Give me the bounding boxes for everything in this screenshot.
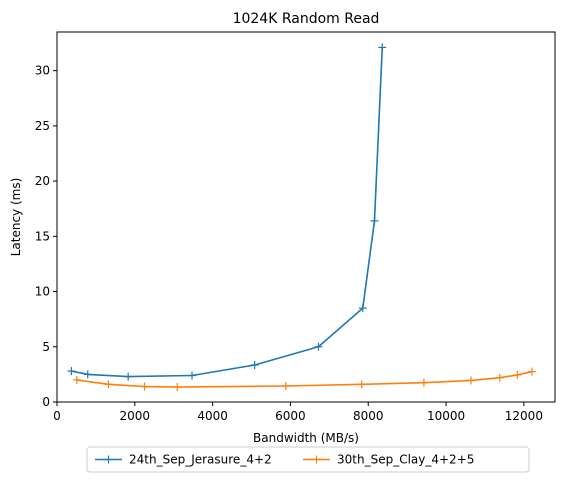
data-point — [250, 361, 259, 369]
y-axis-ticks: 0 5 10 15 20 25 30 — [35, 64, 57, 409]
y-tick-label: 25 — [35, 119, 50, 133]
y-tick-label: 20 — [35, 174, 50, 188]
x-axis-ticks: 0 2000 4000 6000 8000 10000 12000 — [53, 402, 543, 423]
data-point — [513, 370, 522, 379]
legend-label: 30th_Sep_Clay_4+2+5 — [337, 453, 474, 467]
legend-label: 24th_Sep_Jerasure_4+2 — [129, 453, 272, 467]
data-point — [358, 304, 367, 313]
series-1 — [67, 43, 387, 381]
series-line — [71, 47, 384, 378]
data-point — [72, 375, 81, 384]
data-point — [419, 378, 428, 387]
data-point — [466, 376, 475, 385]
data-point — [370, 216, 379, 225]
y-tick-label: 0 — [42, 395, 50, 409]
data-point — [173, 383, 182, 392]
data-point — [281, 381, 290, 390]
y-tick-label: 15 — [35, 229, 50, 243]
legend-marker — [104, 455, 113, 464]
y-axis-title: Latency (ms) — [9, 178, 23, 257]
x-tick-label: 10000 — [427, 409, 465, 423]
legend: 24th_Sep_Jerasure_4+2 30th_Sep_Clay_4+2+5 — [86, 446, 530, 473]
legend-marker — [312, 455, 321, 464]
data-point — [528, 367, 537, 376]
x-tick-label: 0 — [53, 409, 61, 423]
x-tick-label: 2000 — [120, 409, 151, 423]
data-point — [357, 380, 366, 389]
data-point — [378, 43, 387, 52]
data-point — [124, 372, 133, 381]
data-point — [188, 371, 197, 380]
plot-frame — [56, 31, 556, 403]
x-axis-title: Bandwidth (MB/s) — [253, 431, 359, 445]
data-point — [83, 370, 92, 379]
x-tick-label: 8000 — [353, 409, 384, 423]
chart-title: 1024K Random Read — [233, 11, 380, 27]
series-2 — [72, 367, 537, 392]
y-tick-label: 10 — [35, 285, 50, 299]
x-tick-label: 6000 — [275, 409, 306, 423]
x-tick-label: 4000 — [197, 409, 228, 423]
data-point — [140, 382, 149, 391]
series-layer — [67, 43, 537, 392]
y-tick-label: 30 — [35, 64, 50, 78]
data-point — [314, 342, 323, 351]
legend-entry: 30th_Sep_Clay_4+2+5 — [303, 453, 474, 467]
y-tick-label: 5 — [42, 340, 50, 354]
data-point — [104, 380, 113, 389]
legend-entry: 24th_Sep_Jerasure_4+2 — [95, 453, 272, 467]
data-point — [67, 367, 76, 376]
data-point — [495, 373, 504, 382]
x-tick-label: 12000 — [505, 409, 543, 423]
